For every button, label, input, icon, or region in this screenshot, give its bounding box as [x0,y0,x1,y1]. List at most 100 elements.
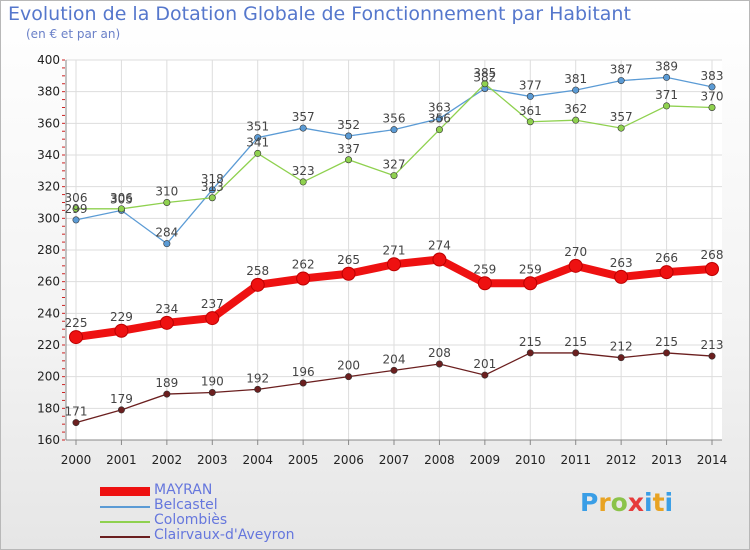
data-point-belcastel [254,134,262,142]
data-point-mayran [705,262,719,276]
data-point-mayran [477,276,492,291]
data-point-belcastel [435,115,443,123]
data-point-mayran [296,271,311,286]
data-label-mayran: 263 [610,256,633,270]
data-label-belcastel: 387 [610,63,633,77]
data-point-colombi-s [72,205,80,213]
data-label-belcastel: 382 [473,71,496,85]
data-label-colombi-s: 327 [383,158,406,172]
data-label-clairvaux-d-aveyron: 190 [201,375,224,389]
data-point-colombi-s [345,156,353,164]
data-point-mayran [205,311,220,326]
x-tick-label: 2004 [242,453,273,467]
y-tick-label: 280 [37,243,60,257]
y-tick-label: 340 [37,148,60,162]
data-point-belcastel [708,83,716,91]
data-point-mayran [250,277,265,292]
data-label-belcastel: 352 [337,118,360,132]
data-point-mayran [432,252,447,267]
data-point-colombi-s [299,178,307,186]
data-label-colombi-s: 323 [292,164,315,178]
data-label-belcastel: 377 [519,78,542,92]
data-label-belcastel: 363 [428,101,451,115]
legend-swatch [100,506,150,508]
data-label-clairvaux-d-aveyron: 196 [292,365,315,379]
data-label-mayran: 271 [383,243,406,257]
data-point-belcastel [390,126,398,134]
data-point-clairvaux-d-aveyron [435,360,443,368]
data-label-belcastel: 305 [110,192,133,206]
proxiti-logo: Proxiti [580,488,674,517]
data-point-colombi-s [435,126,443,134]
data-label-colombi-s: 356 [428,112,451,126]
data-label-clairvaux-d-aveyron: 208 [428,346,451,360]
y-tick-label: 160 [37,433,60,447]
x-tick-label: 2006 [333,453,364,467]
y-tick-label: 260 [37,275,60,289]
legend-label: Belcastel [154,497,218,513]
legend-label: Colombiès [154,512,228,528]
data-point-clairvaux-d-aveyron [572,349,580,357]
data-label-belcastel: 357 [292,110,315,124]
data-label-clairvaux-d-aveyron: 201 [473,357,496,371]
data-point-colombi-s [572,116,580,124]
y-tick-label: 300 [37,211,60,225]
data-label-belcastel: 356 [383,112,406,126]
legend-swatch [100,536,150,538]
data-point-mayran [523,276,538,291]
y-tick-label: 200 [37,370,60,384]
data-point-clairvaux-d-aveyron [526,349,534,357]
data-label-mayran: 265 [337,253,360,267]
data-label-clairvaux-d-aveyron: 215 [564,335,587,349]
data-point-belcastel [72,216,80,224]
data-point-colombi-s [526,118,534,126]
data-point-belcastel [163,240,171,248]
data-label-mayran: 234 [155,302,178,316]
x-tick-label: 2002 [152,453,183,467]
data-label-mayran: 225 [65,316,88,330]
data-label-colombi-s: 306 [65,191,88,205]
data-point-clairvaux-d-aveyron [163,390,171,398]
data-point-colombi-s [708,104,716,112]
data-point-clairvaux-d-aveyron [254,385,262,393]
data-point-mayran [568,258,583,273]
data-label-colombi-s: 341 [246,135,269,149]
data-label-clairvaux-d-aveyron: 204 [383,352,406,366]
x-tick-label: 2011 [560,453,591,467]
data-point-clairvaux-d-aveyron [617,354,625,362]
data-point-mayran [114,323,129,338]
data-label-clairvaux-d-aveyron: 213 [701,338,724,352]
legend-swatch [100,521,150,523]
data-point-colombi-s [390,172,398,180]
data-label-mayran: 229 [110,310,133,324]
x-tick-label: 2014 [697,453,728,467]
data-label-mayran: 259 [473,262,496,276]
data-label-clairvaux-d-aveyron: 179 [110,392,133,406]
y-tick-label: 400 [37,53,60,67]
data-label-belcastel: 299 [65,202,88,216]
legend-swatch [100,487,150,496]
data-label-clairvaux-d-aveyron: 200 [337,359,360,373]
data-label-belcastel: 284 [155,226,178,240]
data-point-mayran [159,315,174,330]
x-tick-label: 2001 [106,453,137,467]
legend-label: MAYRAN [154,482,213,498]
x-tick-label: 2013 [651,453,682,467]
x-tick-label: 2007 [379,453,410,467]
chart-subtitle: (en € et par an) [26,27,121,41]
data-label-clairvaux-d-aveyron: 212 [610,340,633,354]
data-label-mayran: 268 [701,248,724,262]
data-label-mayran: 270 [564,245,587,259]
chart-title: Evolution de la Dotation Globale de Fonc… [8,3,631,25]
y-tick-label: 220 [37,338,60,352]
data-point-belcastel [617,77,625,85]
data-label-colombi-s: 362 [564,102,587,116]
data-label-colombi-s: 385 [473,66,496,80]
x-tick-label: 2009 [470,453,501,467]
data-point-mayran [614,269,629,284]
data-label-mayran: 262 [292,258,315,272]
data-label-colombi-s: 306 [110,191,133,205]
data-point-clairvaux-d-aveyron [117,406,125,414]
data-point-mayran [69,330,83,345]
data-point-belcastel [208,186,216,194]
